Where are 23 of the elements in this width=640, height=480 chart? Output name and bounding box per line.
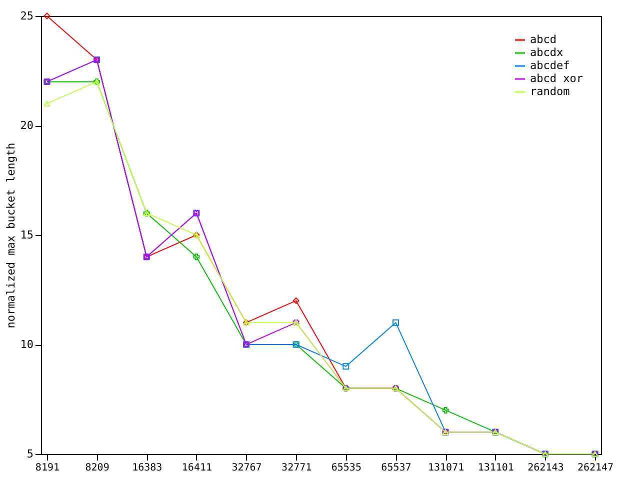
- x-tick-label: 131071: [428, 462, 464, 474]
- legend-label: abcd xor: [530, 72, 584, 85]
- x-tick-label: 131101: [478, 462, 514, 474]
- y-axis-title: normalized max bucket length: [4, 142, 18, 328]
- x-tick-label: 262147: [577, 462, 614, 474]
- legend-label: abcdef: [530, 59, 570, 72]
- x-tick-label: 16383: [132, 462, 162, 474]
- x-tick-label: 65537: [381, 462, 412, 474]
- y-tick-label: 15: [20, 228, 34, 242]
- x-tick-label: 32767: [232, 462, 262, 474]
- y-tick-label: 10: [20, 338, 34, 351]
- legend-label: abcd: [530, 33, 556, 46]
- legend-label: abcdx: [530, 46, 564, 59]
- x-tick-label: 16411: [182, 462, 212, 474]
- x-tick-label: 65535: [331, 462, 362, 474]
- x-tick-label: 262143: [528, 462, 564, 474]
- y-tick-label: 25: [20, 10, 34, 22]
- x-tick-label: 8209: [85, 462, 110, 474]
- x-tick-label: 8191: [35, 462, 60, 474]
- y-tick-label: 20: [20, 119, 34, 132]
- x-tick-label: 32771: [282, 462, 312, 474]
- legend-label: random: [530, 85, 570, 98]
- y-tick-label: 5: [26, 448, 34, 460]
